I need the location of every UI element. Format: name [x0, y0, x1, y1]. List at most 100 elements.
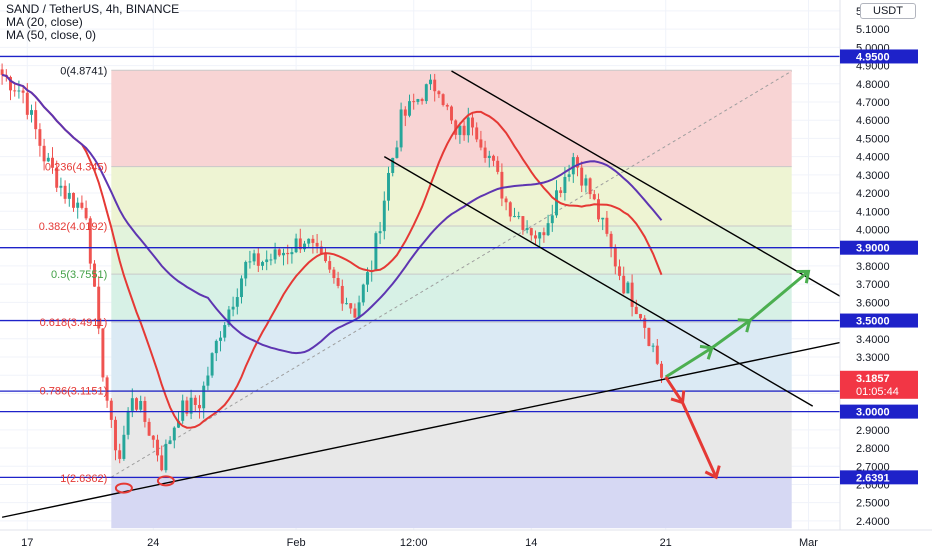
level-price-tag-text: 3.9000 [856, 243, 890, 255]
candle-body [366, 272, 369, 285]
bullish-arrow-head [737, 318, 752, 333]
candle-body [382, 200, 386, 232]
candle-body [353, 308, 357, 318]
y-tick-label: 4.2000 [856, 188, 890, 200]
candle-body [164, 443, 168, 471]
candle-body [660, 363, 663, 378]
candle-body [479, 139, 483, 148]
candle-body [466, 117, 470, 136]
y-tick-label: 4.1000 [856, 206, 890, 218]
currency-button[interactable]: USDT [860, 3, 916, 19]
candle-body [130, 398, 134, 411]
bullish-arrow-head [699, 344, 714, 360]
candle-body [525, 228, 529, 230]
level-price-tag-text: 3.0000 [856, 407, 890, 419]
candle-body [576, 157, 579, 168]
candle-body [109, 400, 113, 420]
candle-body [475, 127, 479, 140]
candle-body [269, 259, 273, 261]
candle-body [571, 157, 575, 175]
candle-body [542, 232, 546, 236]
candle-body [504, 198, 508, 203]
candle-body [521, 216, 525, 230]
candle-body [290, 252, 294, 255]
candle-body [151, 435, 155, 440]
y-tick-label: 3.3000 [856, 352, 890, 364]
candle-body [181, 400, 185, 421]
y-tick-label: 3.6000 [856, 297, 890, 309]
candle-body [67, 192, 71, 199]
candle-body [97, 286, 101, 329]
y-tick-label: 2.4000 [856, 516, 890, 528]
y-tick-label: 4.9000 [856, 61, 890, 73]
candle-body [135, 398, 138, 410]
candle-body [185, 400, 189, 414]
candle-body [177, 420, 180, 428]
fib-zone [111, 225, 792, 275]
symbol-title: SAND / TetherUS, 4h, BINANCE [6, 2, 180, 16]
touch-circle [156, 475, 175, 487]
candle-body [122, 434, 126, 459]
candle-body [601, 217, 605, 220]
candle-body [198, 404, 201, 409]
candle-body [345, 303, 348, 305]
candle-body [655, 345, 659, 364]
candle-body [172, 427, 176, 441]
y-tick-label: 2.7000 [856, 461, 890, 473]
x-tick-label: 12:00 [400, 537, 428, 549]
candle-body [282, 252, 285, 256]
x-tick-label: Feb [287, 537, 306, 549]
candle-body [613, 246, 617, 267]
candle-body [538, 232, 542, 239]
ma50-legend: MA (50, close, 0) [6, 28, 97, 42]
y-tick-label: 4.3000 [856, 170, 890, 182]
candle-body [349, 303, 353, 309]
candle-body [315, 242, 319, 247]
candle-body [605, 217, 609, 234]
candle-body [588, 178, 592, 195]
candle-body [563, 176, 567, 193]
candle-body [139, 401, 143, 410]
candle-body [500, 171, 504, 199]
candle-body [643, 318, 647, 328]
candle-body [458, 125, 462, 135]
candle-body [412, 101, 416, 103]
candle-body [332, 269, 336, 279]
candle-body [408, 101, 411, 116]
y-tick-label: 4.8000 [856, 79, 890, 91]
candle-body [235, 297, 239, 307]
candle-body [374, 233, 378, 272]
last-price-tag [840, 370, 918, 399]
trend-line-support [1, 334, 876, 518]
level-price-tag-text: 2.6391 [856, 472, 890, 484]
candle-body [639, 314, 642, 319]
candle-body [395, 147, 399, 158]
y-tick-label: 2.8000 [856, 443, 890, 455]
candle-body [42, 145, 46, 162]
fib-zone [111, 274, 792, 323]
candle-body [240, 278, 243, 298]
touch-circle [114, 482, 133, 494]
x-tick-label: 14 [525, 537, 537, 549]
candle-body [298, 238, 302, 250]
level-price-tag [840, 49, 918, 64]
candle-body [445, 104, 449, 107]
price-scale-bg [840, 0, 932, 530]
candle-body [118, 450, 122, 459]
y-tick-label: 3.4000 [856, 334, 890, 346]
fib-zone [111, 390, 792, 478]
candle-body [46, 157, 50, 162]
candle-body [630, 282, 634, 307]
candle-body [51, 157, 54, 168]
level-price-tag [840, 470, 918, 485]
ma20-line [1, 73, 663, 429]
candle-body [483, 147, 487, 158]
y-tick-label: 2.5000 [856, 498, 890, 510]
candle-body [303, 243, 306, 250]
candle-body [319, 246, 323, 254]
y-tick-label: 4.0000 [856, 224, 890, 236]
fib-label: 0.786(3.1151) [40, 386, 108, 398]
ma20-legend: MA (20, close) [6, 15, 83, 29]
candle-body [328, 261, 332, 270]
